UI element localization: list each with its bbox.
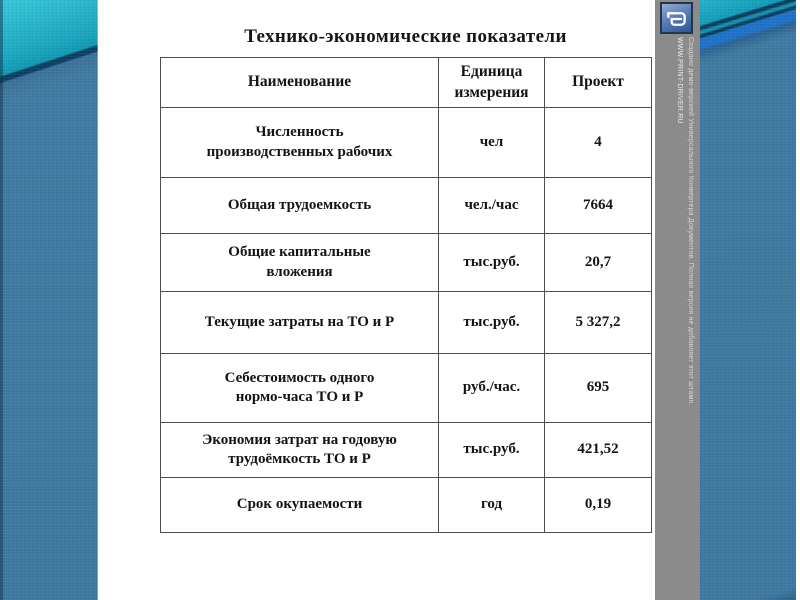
cell-name: Общая трудоемкость xyxy=(160,177,439,234)
folded-page-glyph xyxy=(667,11,686,26)
cell-value: 421,52 xyxy=(544,422,652,478)
cell-name: Общие капитальные вложения xyxy=(160,233,439,292)
table-row: Текущие затраты на ТО и Р тыс.руб. 5 327… xyxy=(160,291,652,354)
cell-unit: чел./час xyxy=(438,177,545,234)
page: Технико-экономические показатели Наимено… xyxy=(98,0,655,600)
watermark-text: Создано демо-версией Универсального Конв… xyxy=(674,37,696,577)
cell-value: 4 xyxy=(544,107,652,178)
table-row: Общие капитальные вложения тыс.руб. 20,7 xyxy=(160,233,652,292)
cell-name: Текущие затраты на ТО и Р xyxy=(160,291,439,354)
cell-name: Численность производственных рабочих xyxy=(160,107,439,178)
cell-name: Срок окупаемости xyxy=(160,477,439,533)
col-header-unit: Единица измерения xyxy=(438,57,545,108)
cell-unit: тыс.руб. xyxy=(438,422,545,478)
table-row: Экономия затрат на годовую трудоёмкость … xyxy=(160,422,652,478)
cell-value: 7664 xyxy=(544,177,652,234)
udc-logo-inner xyxy=(662,4,691,32)
cell-value: 695 xyxy=(544,353,652,423)
cell-unit: год xyxy=(438,477,545,533)
cell-unit: чел xyxy=(438,107,545,178)
cell-name: Себестоимость одного нормо-часа ТО и Р xyxy=(160,353,439,423)
col-header-project: Проект xyxy=(544,57,652,108)
table-row: Срок окупаемости год 0,19 xyxy=(160,477,652,533)
slide-left-decoration xyxy=(0,0,98,600)
cell-value: 0,19 xyxy=(544,477,652,533)
cell-unit: руб./час. xyxy=(438,353,545,423)
udc-logo-icon xyxy=(660,2,693,34)
watermark-strip xyxy=(655,0,700,600)
cell-value: 20,7 xyxy=(544,233,652,292)
table-row: Общая трудоемкость чел./час 7664 xyxy=(160,177,652,234)
cell-name: Экономия затрат на годовую трудоёмкость … xyxy=(160,422,439,478)
cell-unit: тыс.руб. xyxy=(438,233,545,292)
table-row: Численность производственных рабочих чел… xyxy=(160,107,652,178)
table-row: Себестоимость одного нормо-часа ТО и Р р… xyxy=(160,353,652,423)
col-header-name: Наименование xyxy=(160,57,439,108)
table-header-row: Наименование Единица измерения Проект xyxy=(160,57,652,108)
watermark-line1: Создано демо-версией Универсального Конв… xyxy=(687,37,694,406)
page-title: Технико-экономические показатели xyxy=(244,26,567,47)
slide-right-decoration xyxy=(700,0,800,600)
indicators-table: Наименование Единица измерения Проект Чи… xyxy=(160,57,652,533)
cell-value: 5 327,2 xyxy=(544,291,652,354)
watermark-url: WWW.PRINT-DRIVER.RU xyxy=(676,37,683,124)
cell-unit: тыс.руб. xyxy=(438,291,545,354)
